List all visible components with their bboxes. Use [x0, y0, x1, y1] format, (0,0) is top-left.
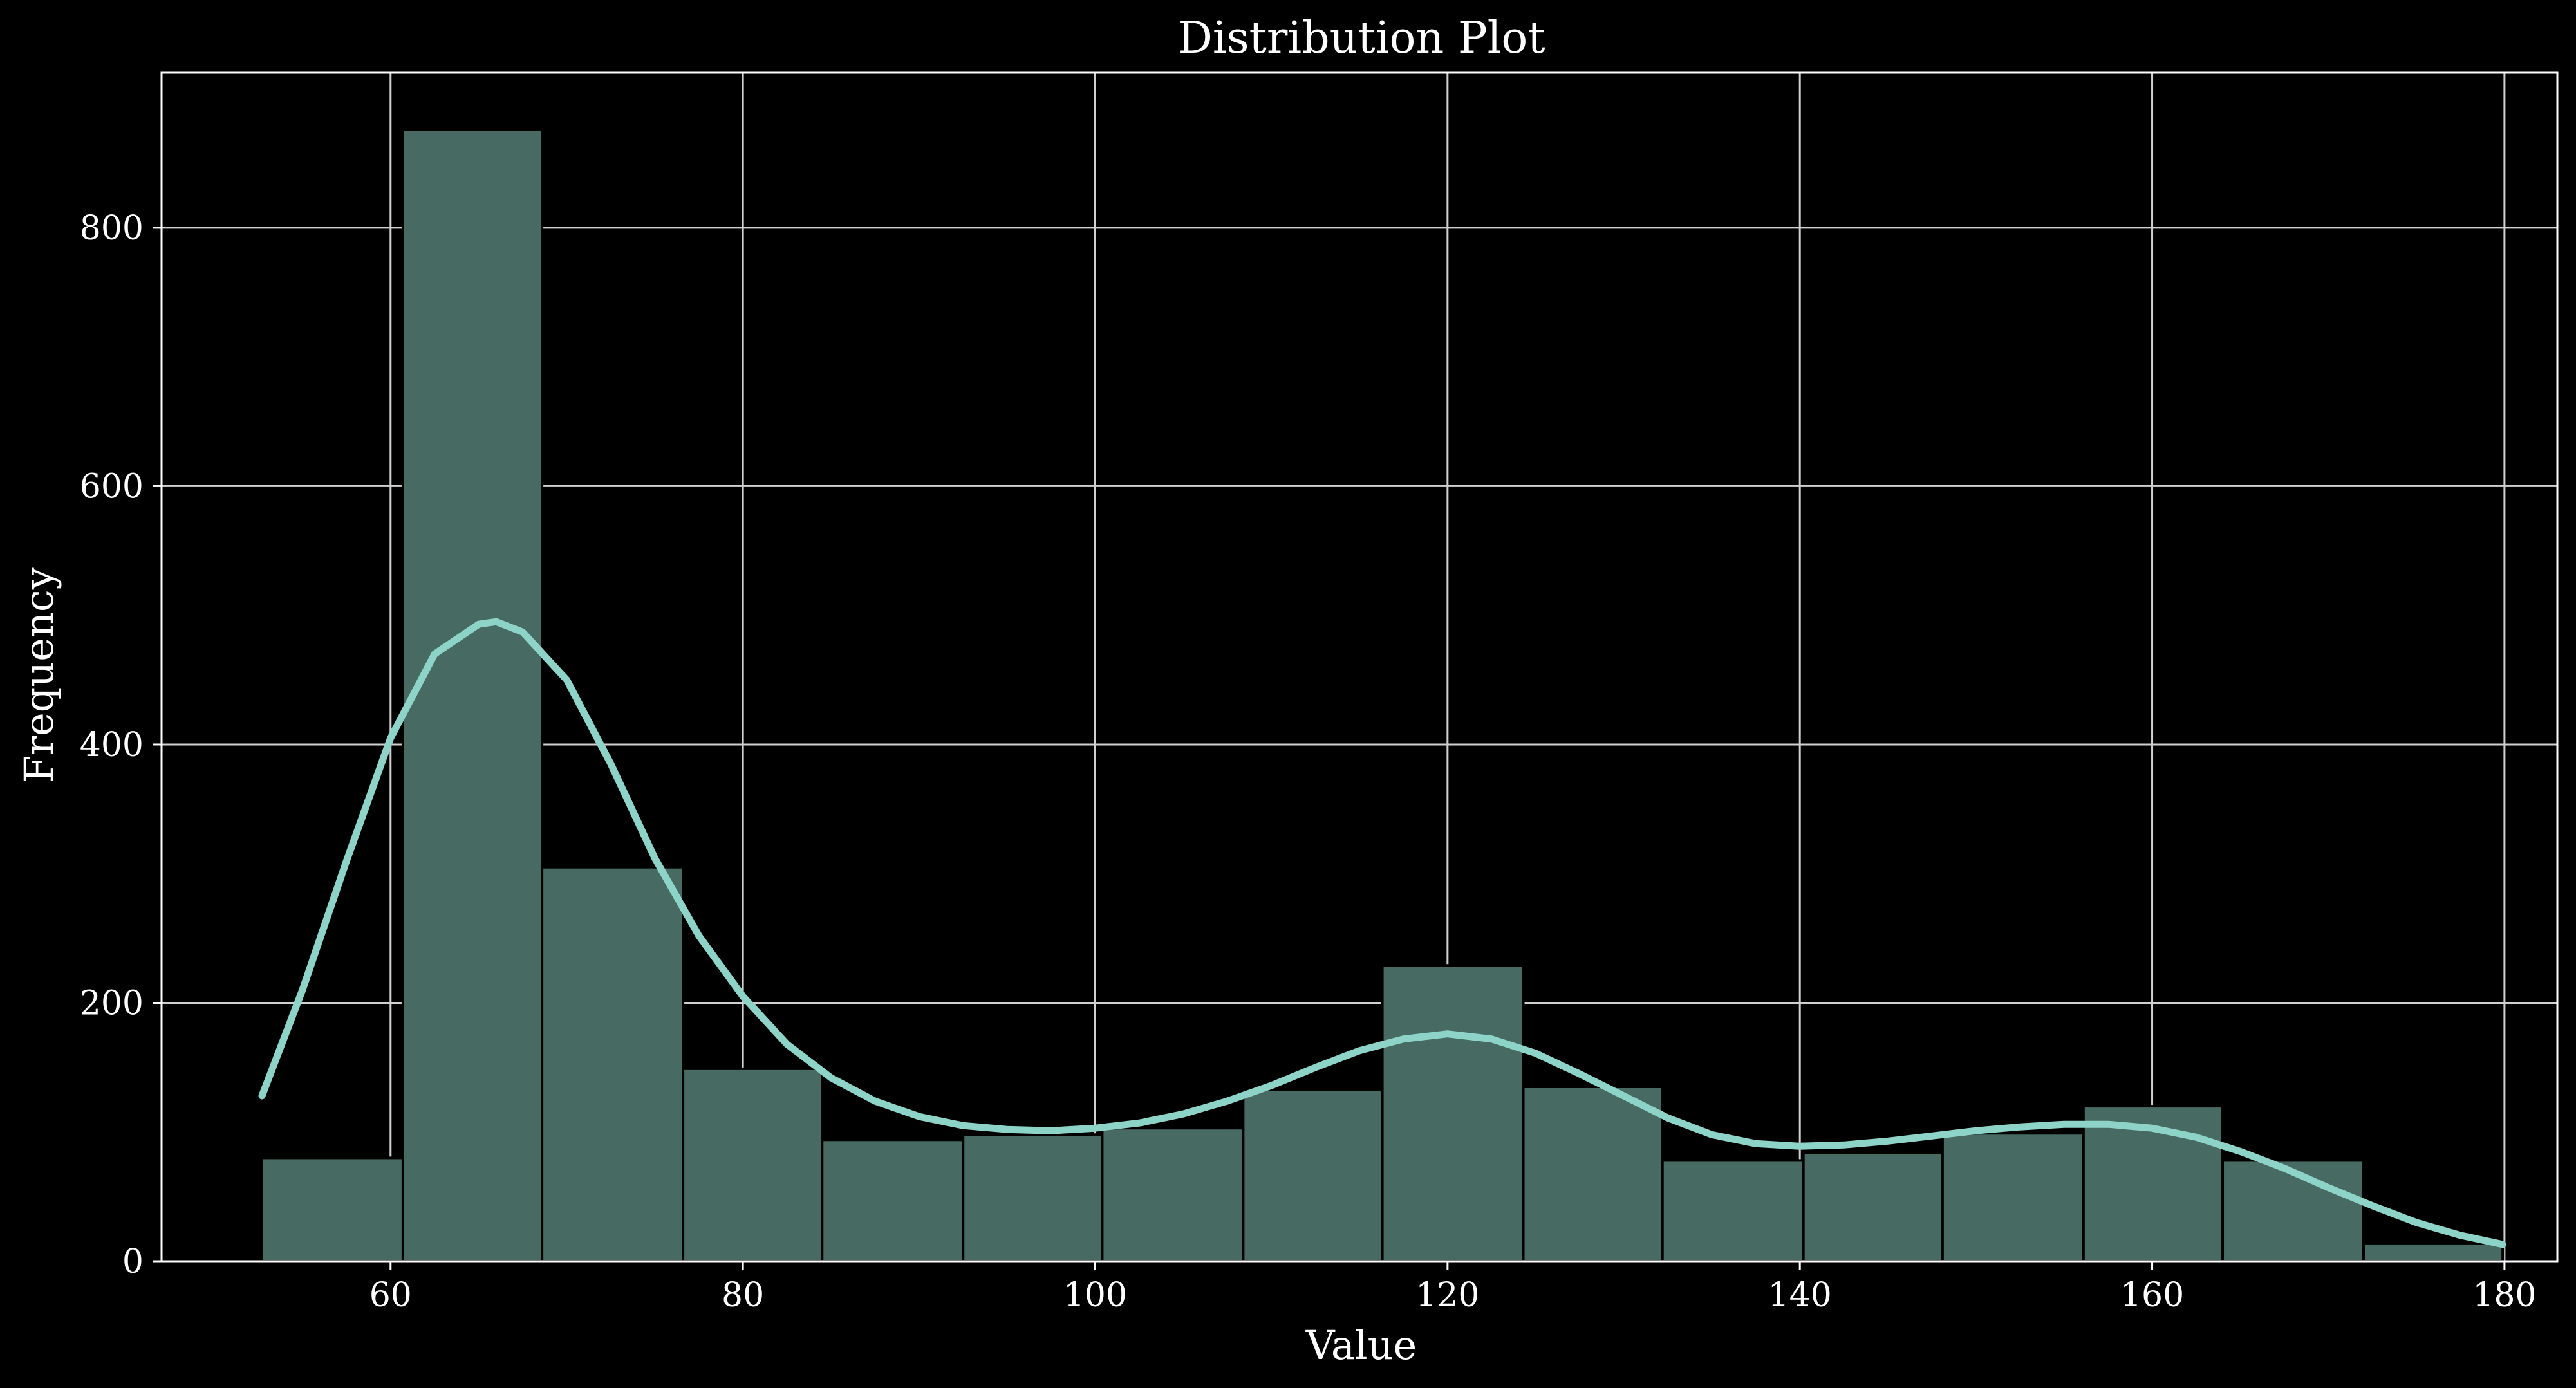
histogram-bar [2221, 1159, 2365, 1263]
histogram-bar [1242, 1087, 1384, 1263]
histogram-bar [1661, 1159, 1805, 1263]
x-tick-label: 120 [1415, 1276, 1479, 1315]
x-tick-label: 140 [1768, 1276, 1832, 1315]
x-axis-title: Value [1305, 1322, 1417, 1369]
histogram-bar [682, 1067, 824, 1263]
histogram-bar [1101, 1127, 1245, 1263]
histogram-bar [1802, 1151, 1944, 1263]
histogram-bar [962, 1133, 1104, 1263]
plot-area-frame [160, 71, 2559, 1263]
histogram-bar [1522, 1085, 1664, 1263]
histogram-bar [2362, 1241, 2505, 1263]
histogram-bar [401, 128, 544, 1263]
histogram-bar [541, 865, 685, 1263]
y-tick-label: 600 [80, 467, 144, 506]
chart-title: Distribution Plot [1177, 13, 1545, 64]
y-axis-title: Frequency [15, 567, 62, 782]
histogram-bar [821, 1138, 965, 1263]
x-tick-label: 80 [722, 1276, 764, 1315]
histogram-bars [260, 128, 2505, 1263]
y-tick-label: 0 [122, 1243, 144, 1281]
kde-curve [258, 618, 2506, 1248]
histogram-bar [2082, 1105, 2225, 1263]
axis-ticks: 60 80 100 120 140 160 180 0 200 400 600 800 [80, 209, 2537, 1315]
x-tick-label: 100 [1063, 1276, 1127, 1315]
y-tick-label: 800 [80, 209, 144, 248]
x-tick-label: 180 [2472, 1276, 2536, 1315]
y-tick-label: 400 [80, 726, 144, 764]
x-tick-label: 160 [2120, 1276, 2184, 1315]
y-tick-label: 200 [80, 984, 144, 1022]
histogram-bar [1381, 964, 1525, 1263]
x-tick-label: 60 [369, 1276, 412, 1315]
histogram-bar [1941, 1132, 2085, 1263]
histogram-bar [260, 1156, 404, 1263]
